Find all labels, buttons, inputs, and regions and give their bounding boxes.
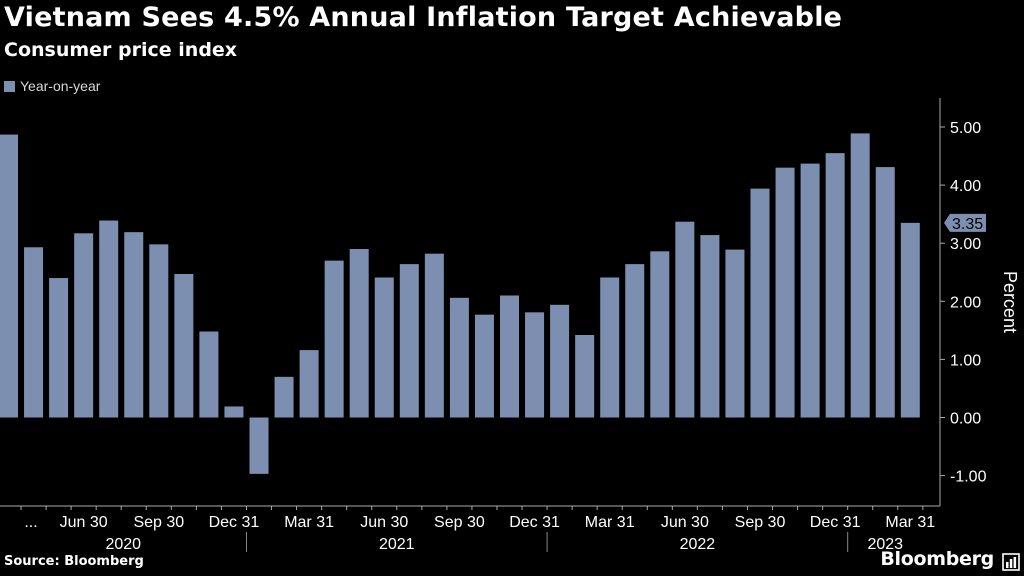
x-tick-label: Jun 30 <box>60 514 108 531</box>
bar <box>750 188 770 418</box>
bar <box>149 244 169 418</box>
x-tick-label: Dec 31 <box>509 514 560 531</box>
bar <box>374 277 394 418</box>
bar <box>825 153 845 418</box>
y-axis-title: Percent <box>1000 271 1020 333</box>
bar <box>24 247 44 418</box>
bars-group <box>0 133 920 474</box>
y-tick-label: 3.00 <box>950 236 981 253</box>
bar <box>399 264 419 418</box>
bar <box>800 163 820 418</box>
bar <box>525 312 545 418</box>
y-axis-group: -1.00 0.00 1.00 2.00 3.00 4.00 5.00 Percent 3.35 <box>939 98 1020 506</box>
x-tick-label: Sep 30 <box>133 514 184 531</box>
legend: Year-on-year <box>4 78 100 94</box>
source-note: Source: Bloomberg <box>4 554 144 569</box>
last-value-label: 3.35 <box>952 216 983 233</box>
bar <box>124 232 144 418</box>
bar <box>249 417 269 474</box>
x-axis-group: ... Jun 30 Sep 30 Dec 31 Mar 31 Jun 30 Sep 30 D… <box>0 505 940 553</box>
x-year-label: 2021 <box>379 536 415 553</box>
bar <box>349 249 369 418</box>
y-tick-label: 2.00 <box>950 294 981 311</box>
bar <box>49 278 69 418</box>
bar <box>449 297 469 418</box>
bar <box>725 249 745 418</box>
bar <box>199 331 219 418</box>
x-tick-label: Mar 31 <box>284 514 334 531</box>
bar <box>424 253 444 418</box>
brand-logo: Bloomberg <box>880 548 994 570</box>
bar <box>700 235 720 418</box>
x-tick-label: Sep 30 <box>434 514 485 531</box>
y-tick-label: 5.00 <box>950 120 981 137</box>
bar <box>474 314 494 418</box>
x-tick-label: ... <box>24 514 37 531</box>
bar <box>324 260 344 418</box>
bar <box>550 304 570 418</box>
bar <box>675 221 695 418</box>
bar <box>99 220 119 418</box>
x-year-label: 2020 <box>105 536 141 553</box>
x-tick-label: Mar 31 <box>585 514 635 531</box>
legend-swatch <box>4 80 15 92</box>
bar <box>850 133 870 418</box>
bar <box>575 335 595 418</box>
bar <box>274 376 294 418</box>
x-tick-label: Sep 30 <box>735 514 786 531</box>
bar <box>900 222 920 418</box>
bar <box>500 295 519 418</box>
x-tick-label: Dec 31 <box>209 514 260 531</box>
bar <box>0 134 18 418</box>
bar <box>600 277 620 418</box>
bar <box>775 167 795 418</box>
y-tick-label: 0.00 <box>950 411 981 428</box>
x-tick-label: Dec 31 <box>810 514 861 531</box>
last-value-callout <box>944 213 986 232</box>
bar <box>74 233 94 418</box>
x-year-label: 2023 <box>867 536 903 553</box>
y-tick-label: 4.00 <box>950 178 981 195</box>
bar <box>650 251 670 418</box>
bar <box>299 350 319 418</box>
chart-title: Vietnam Sees 4.5% Annual Inflation Targe… <box>4 2 843 33</box>
x-tick-label: Mar 31 <box>885 514 935 531</box>
x-tick-label: Jun 30 <box>661 514 709 531</box>
y-tick-label: 1.00 <box>950 352 981 369</box>
x-tick-label: Jun 30 <box>360 514 408 531</box>
bar <box>875 167 895 418</box>
chart-subtitle: Consumer price index <box>4 39 238 61</box>
bar <box>174 273 194 418</box>
bar <box>224 406 244 418</box>
x-year-label: 2022 <box>680 536 716 553</box>
legend-label: Year-on-year <box>20 78 101 94</box>
bloomberg-terminal-icon <box>1002 553 1020 571</box>
bar <box>625 264 645 418</box>
y-tick-label: -1.00 <box>950 469 987 486</box>
